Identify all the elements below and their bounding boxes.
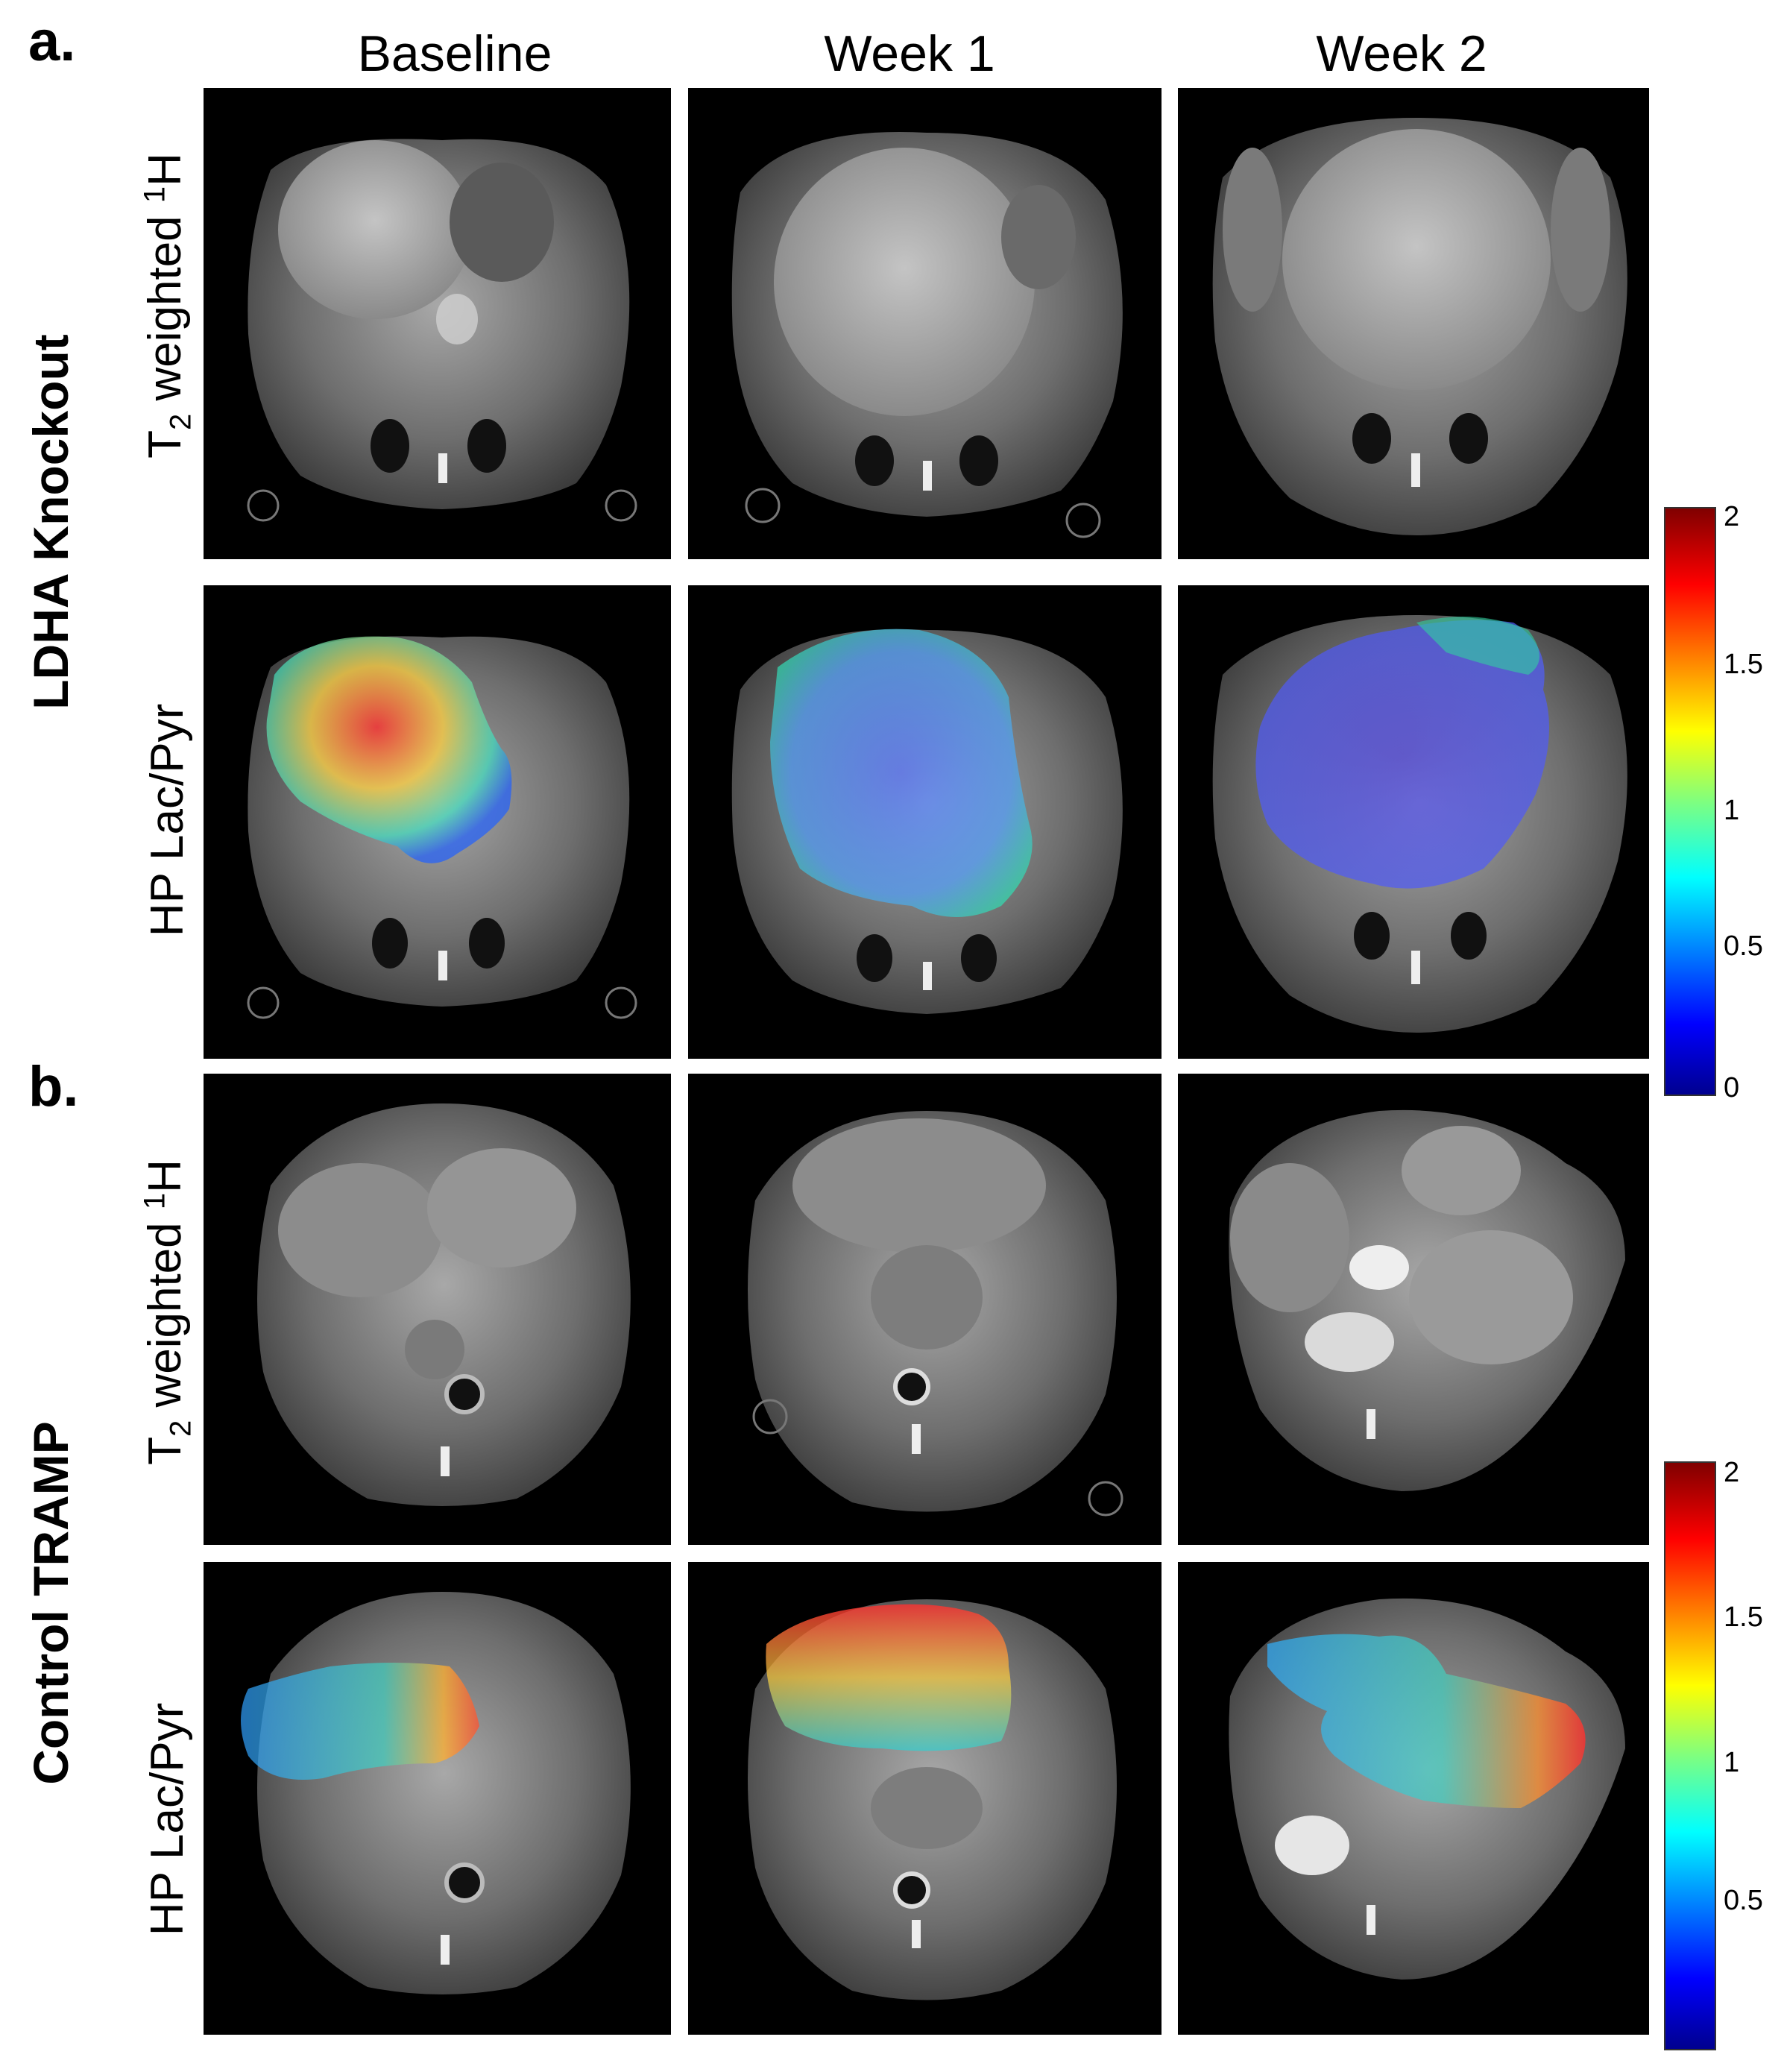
hp-overlay-b-week1 <box>688 1562 1162 2035</box>
row-title-t2-a: T2 weighted 1H <box>138 153 198 459</box>
colorbar-a-tick-0: 0 <box>1724 1072 1740 1103</box>
mri-image-a-t2-week1 <box>688 88 1162 559</box>
hp-overlay-b-week2 <box>1178 1562 1649 2035</box>
row-title-hp-a: HP Lac/Pyr <box>142 703 193 937</box>
mri-image-a-t2-baseline <box>204 88 671 559</box>
panel-label-b: b. <box>28 1055 79 1118</box>
colorbar-a-tick-1: 1 <box>1724 795 1740 826</box>
colorbar-b-tick-1: 1 <box>1724 1747 1740 1778</box>
row-title-hp-b: HP Lac/Pyr <box>142 1702 193 1936</box>
panel-label-a: a. <box>28 10 76 73</box>
hp-overlay-b-baseline <box>204 1562 671 2035</box>
colorbar-b-tick-1-5: 1.5 <box>1724 1602 1763 1633</box>
column-title-baseline: Baseline <box>357 25 552 82</box>
colorbar-b-tick-2: 2 <box>1724 1457 1740 1488</box>
column-title-week1: Week 1 <box>824 25 995 82</box>
column-title-week2: Week 2 <box>1316 25 1487 82</box>
group-title-ldha-knockout: LDHA Knockout <box>23 334 78 710</box>
colorbar-a-tick-1-5: 1.5 <box>1724 649 1763 680</box>
colorbar-a-tick-2: 2 <box>1724 501 1740 532</box>
mri-image-a-t2-week2 <box>1178 88 1649 559</box>
colorbar-b-tick-0-5: 0.5 <box>1724 1885 1763 1916</box>
row-title-t2-b: T2 weighted 1H <box>138 1159 198 1465</box>
hp-overlay-a-week1 <box>688 585 1162 1059</box>
colorbar-a <box>1664 507 1716 1096</box>
group-title-control-tramp: Control TRAMP <box>23 1421 78 1785</box>
mri-image-b-t2-baseline <box>204 1074 671 1545</box>
hp-overlay-a-week2 <box>1178 585 1649 1059</box>
mri-image-b-t2-week2 <box>1178 1074 1649 1545</box>
hp-overlay-a-baseline <box>204 585 671 1059</box>
mri-image-b-t2-week1 <box>688 1074 1162 1545</box>
colorbar-b <box>1664 1461 1716 2050</box>
colorbar-a-tick-0-5: 0.5 <box>1724 930 1763 962</box>
